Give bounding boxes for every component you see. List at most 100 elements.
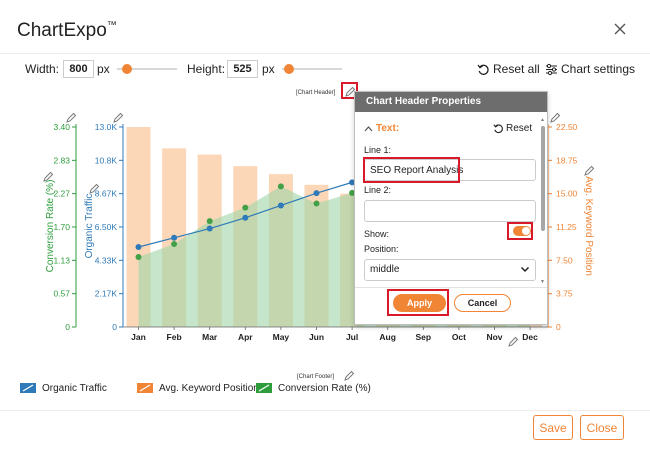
- width-unit: px: [97, 62, 110, 76]
- conversion-axis-ticks: 3.40 2.83 2.27 1.70 1.13 0.57 0: [53, 122, 76, 332]
- reset-all-button[interactable]: Reset all: [477, 60, 540, 78]
- edit-traffic-axis-icon[interactable]: [88, 183, 100, 195]
- axis-tick-label: 18.75: [556, 155, 578, 165]
- axis-tick-label: 15.00: [556, 189, 578, 199]
- axis-tick-label: 8.67K: [95, 189, 118, 199]
- line2-input[interactable]: [364, 200, 536, 222]
- axis-tick-label: 6.50K: [95, 222, 118, 232]
- conversion-rate-point: [277, 183, 284, 190]
- panel-scrollbar-thumb[interactable]: [541, 126, 545, 231]
- x-axis-tick-label: May: [273, 332, 290, 342]
- legend-conversion-rate-label: Conversion Rate (%): [278, 382, 371, 394]
- organic-traffic-point: [206, 225, 213, 232]
- width-input[interactable]: [63, 60, 94, 78]
- width-label: Width:: [25, 62, 60, 76]
- text-section-label: Text:: [376, 123, 400, 134]
- text-section-toggle[interactable]: Text:: [364, 123, 399, 134]
- chart-settings-label: Chart settings: [561, 62, 636, 76]
- height-slider-handle[interactable]: [284, 64, 294, 74]
- header-edit-highlight: [341, 82, 358, 99]
- edit-x-axis-icon[interactable]: [507, 336, 519, 348]
- x-axis-tick-label: Jun: [309, 332, 324, 342]
- panel-reset-label: Reset: [506, 123, 533, 134]
- traffic-axis-ticks: 13.0K 10.8K 8.67K 6.50K 4.33K 2.17K 0: [95, 122, 123, 332]
- axis-tick-label: 3.75: [556, 289, 573, 299]
- line2-label: Line 2:: [364, 185, 392, 195]
- x-axis-tick-label: Aug: [379, 332, 396, 342]
- cancel-button[interactable]: Cancel: [454, 294, 511, 312]
- chevron-up-icon: [364, 126, 373, 132]
- position-label: Position:: [364, 244, 399, 254]
- legend-item-keyword-position[interactable]: Avg. Keyword Position: [137, 381, 259, 395]
- trademark-mark: ™: [106, 20, 117, 31]
- panel-divider: [355, 287, 547, 288]
- sliders-icon: [546, 63, 557, 75]
- conversion-rate-point: [313, 200, 320, 207]
- chevron-down-icon: [520, 266, 530, 273]
- axis-tick-label: 13.0K: [95, 122, 118, 132]
- x-axis-tick-label: Jul: [346, 332, 358, 342]
- edit-traffic-top-icon[interactable]: [112, 112, 124, 124]
- title-divider: [0, 53, 650, 54]
- panel-reset-button[interactable]: Reset: [493, 123, 532, 134]
- edit-chart-footer-icon[interactable]: [343, 370, 355, 382]
- app-title-text: ChartExpo: [17, 20, 107, 41]
- chart-settings-button[interactable]: Chart settings: [545, 60, 635, 78]
- chart-header-tag[interactable]: [Chart Header]: [296, 90, 336, 96]
- reset-all-label: Reset all: [493, 62, 540, 76]
- legend-item-organic-traffic[interactable]: Organic Traffic: [20, 381, 107, 395]
- position-select[interactable]: middle: [364, 259, 536, 281]
- width-slider-track[interactable]: [117, 68, 177, 70]
- conversion-rate-point: [242, 204, 249, 211]
- axis-tick-label: 2.27: [53, 189, 70, 199]
- organic-traffic-point: [277, 202, 284, 209]
- edit-chart-header-icon[interactable]: [344, 86, 356, 98]
- show-toggle[interactable]: [513, 226, 531, 236]
- position-axis-title: Avg. Keyword Position: [583, 176, 594, 276]
- x-axis-tick-label: Dec: [522, 332, 538, 342]
- edit-position-axis-icon[interactable]: [583, 165, 595, 177]
- reset-icon: [477, 64, 489, 75]
- organic-traffic-point: [313, 190, 320, 197]
- apply-button[interactable]: Apply: [393, 294, 446, 312]
- edit-position-top-icon[interactable]: [549, 112, 561, 124]
- scroll-up-icon[interactable]: ▲: [540, 117, 545, 123]
- scroll-down-icon[interactable]: ▼: [540, 279, 545, 285]
- height-input[interactable]: [227, 60, 258, 78]
- legend-conversion-rate-swatch: [256, 383, 272, 393]
- height-slider-track[interactable]: [282, 68, 342, 70]
- line1-label: Line 1:: [364, 145, 392, 155]
- x-axis-tick-label: Apr: [238, 332, 253, 342]
- axis-tick-label: 1.70: [53, 222, 70, 232]
- axis-tick-label: 2.17K: [95, 289, 118, 299]
- width-slider-handle[interactable]: [122, 64, 132, 74]
- conversion-rate-point: [206, 218, 213, 225]
- axis-tick-label: 11.25: [556, 222, 577, 232]
- conversion-rate-point: [349, 189, 356, 196]
- axis-tick-label: 1.13: [53, 255, 70, 265]
- reset-icon: [493, 124, 503, 134]
- legend-item-conversion-rate[interactable]: Conversion Rate (%): [256, 381, 371, 395]
- panel-title: Chart Header Properties: [355, 92, 547, 112]
- legend-organic-traffic-label: Organic Traffic: [42, 382, 107, 394]
- close-button[interactable]: Close: [580, 415, 624, 440]
- axis-tick-label: 10.8K: [95, 155, 118, 165]
- edit-conversion-axis-icon[interactable]: [42, 171, 54, 183]
- x-axis-ticks: Jan Feb Mar Apr May Jun Jul Aug Sep Oct Nov Dec: [131, 327, 538, 342]
- save-button[interactable]: Save: [533, 415, 573, 440]
- organic-traffic-point: [349, 179, 356, 186]
- organic-traffic-point: [242, 214, 249, 221]
- edit-conversion-top-icon[interactable]: [65, 112, 77, 124]
- close-icon[interactable]: [609, 18, 631, 40]
- axis-tick-label: 7.50: [556, 255, 573, 265]
- traffic-axis-title: Organic Traffic: [84, 194, 95, 259]
- axis-tick-label: 22.50: [556, 122, 578, 132]
- x-axis-tick-label: Mar: [202, 332, 218, 342]
- axis-tick-label: 0: [556, 322, 561, 332]
- x-axis-tick-label: Oct: [452, 332, 466, 342]
- line1-input[interactable]: [364, 159, 536, 181]
- chart-footer-tag[interactable]: [Chart Footer]: [297, 374, 335, 380]
- line1-highlight: [363, 157, 460, 183]
- axis-tick-label: 0: [65, 322, 70, 332]
- axis-tick-label: 3.40: [53, 122, 70, 132]
